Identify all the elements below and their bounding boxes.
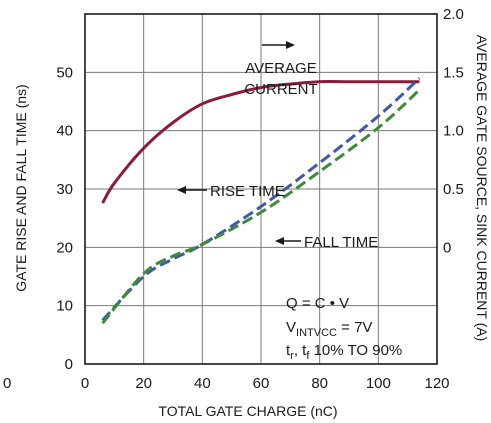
left-y-tick-label: 20 — [56, 239, 73, 256]
fall-time-label: FALL TIME — [304, 234, 378, 251]
right-y-tick-label: 0 — [443, 239, 451, 256]
average-current-label-line2: CURRENT — [244, 81, 317, 98]
series-line-average-current — [101, 80, 420, 204]
fall-time-arrow — [275, 237, 301, 245]
right-y-tick-labels: 0 0.5 1.0 1.5 2.0 — [443, 6, 464, 256]
grid-lines — [85, 14, 437, 364]
stray-tick-label: 0 — [3, 375, 11, 392]
x-tick-label: 20 — [135, 375, 152, 392]
x-tick-label: 60 — [253, 375, 270, 392]
x-tick-label: 40 — [194, 375, 211, 392]
vintvcc-label: VINTVCC = 7V — [286, 319, 372, 339]
series-lines — [101, 77, 421, 325]
series-line-fall-time — [101, 88, 421, 325]
series-line-rise-time — [101, 77, 421, 322]
rise-time-label: RISE TIME — [210, 183, 285, 200]
timing-label: tr, tf 10% TO 90% — [286, 342, 402, 362]
plot-frame — [84, 13, 438, 365]
rise-time-arrow — [177, 186, 207, 194]
right-y-tick-label: 2.0 — [443, 6, 464, 23]
left-y-tick-labels: 0 10 20 30 40 50 — [56, 64, 73, 373]
left-y-tick-label: 50 — [56, 64, 73, 81]
x-tick-labels: 0 20 40 60 80 100 120 — [81, 375, 450, 392]
x-tick-label: 0 — [81, 375, 89, 392]
left-y-tick-label: 10 — [56, 298, 73, 315]
right-y-tick-label: 1.0 — [443, 123, 464, 140]
left-y-tick-label: 0 — [65, 356, 73, 373]
x-axis-title: TOTAL GATE CHARGE (nC) — [158, 403, 337, 419]
x-tick-label: 80 — [311, 375, 328, 392]
x-tick-label: 100 — [366, 375, 391, 392]
formula-label: Q = C • V — [286, 295, 349, 312]
right-y-tick-label: 1.5 — [443, 64, 464, 81]
left-y-tick-label: 40 — [56, 123, 73, 140]
left-y-tick-label: 30 — [56, 181, 73, 198]
average-current-arrow — [262, 41, 295, 49]
left-y-axis-title: GATE RISE AND FALL TIME (ns) — [13, 84, 29, 291]
right-y-tick-label: 0.5 — [443, 181, 464, 198]
x-tick-label: 120 — [424, 375, 449, 392]
average-current-label-line1: AVERAGE — [245, 60, 316, 77]
right-y-axis-title: AVERAGE GATE SOURCE, SINK CURRENT (A) — [474, 35, 490, 342]
